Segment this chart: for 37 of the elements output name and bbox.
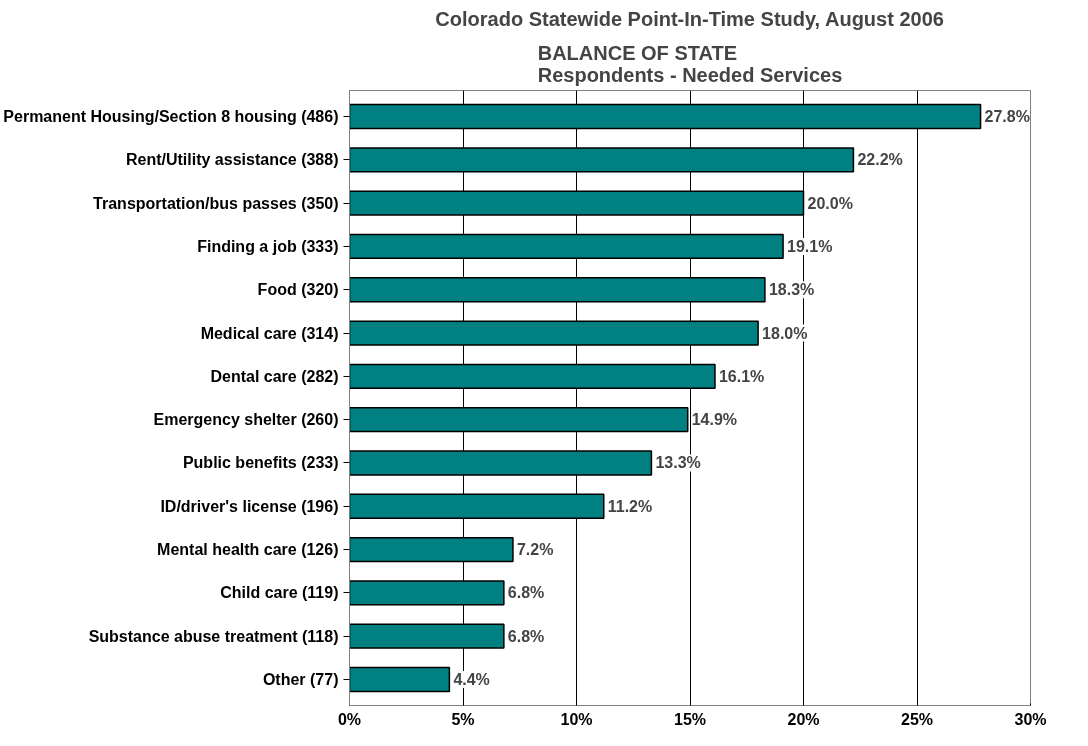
data-label: 22.2% xyxy=(857,151,903,169)
data-label: 13.3% xyxy=(655,454,701,472)
chart-title: Colorado Statewide Point-In-Time Study, August 2006 xyxy=(435,7,944,30)
y-tick-label: Public benefits (233) xyxy=(182,454,339,472)
data-label: 18.3% xyxy=(768,281,815,299)
data-label: 7.2% xyxy=(516,541,554,559)
data-label: 11.2% xyxy=(607,497,653,515)
x-tick-label: 25% xyxy=(900,710,934,728)
data-label: 4.4% xyxy=(453,671,490,689)
data-label: 19.1% xyxy=(787,237,833,255)
data-label: 6.8% xyxy=(507,584,545,602)
chart-subtitle: BALANCE OF STATE Respondents - Needed Services xyxy=(537,41,843,86)
x-tick-label: 30% xyxy=(1014,710,1047,728)
data-label: 6.8% xyxy=(507,627,545,645)
y-tick-label: Mental health care (126) xyxy=(157,541,339,559)
data-label: 27.8% xyxy=(984,107,1030,125)
y-tick-label: Child care (119) xyxy=(220,584,339,602)
data-label: 18.0% xyxy=(762,324,808,342)
y-tick-label: Finding a job (333) xyxy=(197,237,339,255)
y-tick-label: Medical care (314) xyxy=(200,324,339,342)
y-tick-label: Transportation/bus passes (350) xyxy=(93,194,339,212)
y-tick-label: Permanent Housing/Section 8 housing (486) xyxy=(3,107,339,125)
data-label: 20.0% xyxy=(807,194,853,212)
y-tick-label: Substance abuse treatment (118) xyxy=(88,627,339,645)
y-tick-label: ID/driver's license (196) xyxy=(160,497,339,515)
y-tick-label: Emergency shelter (260) xyxy=(153,411,339,429)
x-tick-label: 15% xyxy=(673,710,707,728)
x-tick-label: 20% xyxy=(787,710,820,728)
y-tick-label: Rent/Utility assistance (388) xyxy=(125,151,339,169)
y-tick-label: Food (320) xyxy=(257,281,339,299)
data-label: 14.9% xyxy=(691,411,738,429)
x-tick-label: 10% xyxy=(560,710,593,728)
y-tick-label: Other (77) xyxy=(262,671,339,689)
x-tick-label: 0% xyxy=(337,710,362,728)
x-tick-label: 5% xyxy=(451,710,475,728)
y-tick-label: Dental care (282) xyxy=(210,367,339,385)
data-label: 16.1% xyxy=(718,367,765,385)
